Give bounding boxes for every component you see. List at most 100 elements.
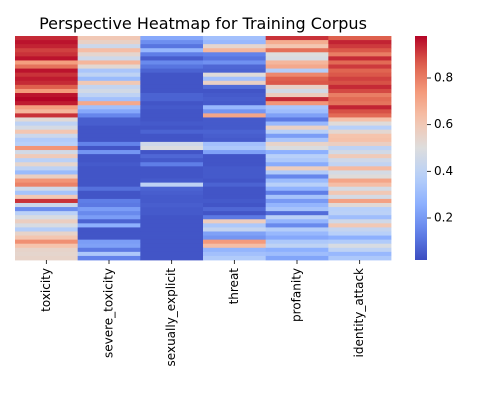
heatmap-cell bbox=[203, 150, 267, 155]
heatmap-cell bbox=[203, 255, 267, 261]
heatmap-cell bbox=[140, 145, 204, 151]
heatmap-cell bbox=[140, 170, 204, 175]
heatmap-cell bbox=[265, 182, 329, 188]
heatmap-cell bbox=[15, 109, 79, 114]
heatmap-cell bbox=[203, 125, 267, 131]
heatmap-cell bbox=[140, 40, 204, 45]
heatmap-cell bbox=[203, 137, 267, 143]
heatmap-cell bbox=[77, 219, 141, 224]
heatmap-cell bbox=[140, 166, 204, 171]
heatmap-cell bbox=[15, 239, 79, 245]
heatmap-cell bbox=[328, 56, 392, 61]
heatmap-cell bbox=[77, 162, 141, 167]
heatmap-cell bbox=[328, 52, 392, 57]
heatmap-cell bbox=[265, 36, 329, 41]
heatmap-cell bbox=[203, 182, 267, 188]
heatmap-cell bbox=[15, 190, 79, 196]
heatmap-cell bbox=[328, 202, 392, 208]
x-axis-ticks: toxicity severe_toxicity sexually_explicit… bbox=[39, 260, 366, 366]
heatmap-cell bbox=[328, 255, 392, 261]
heatmap-cell bbox=[140, 194, 204, 200]
heatmap-cell bbox=[265, 84, 329, 90]
heatmap-cell bbox=[265, 255, 329, 261]
heatmap-cell bbox=[328, 137, 392, 143]
heatmap-cell bbox=[328, 113, 392, 118]
heatmap-cell bbox=[77, 243, 141, 249]
heatmap-cell bbox=[140, 68, 204, 74]
heatmap-cell bbox=[140, 178, 204, 184]
heatmap-cell bbox=[77, 141, 141, 147]
heatmap-cell bbox=[265, 56, 329, 61]
heatmap-cell bbox=[265, 72, 329, 78]
heatmap-cell bbox=[15, 255, 79, 261]
heatmap-cell bbox=[77, 44, 141, 49]
heatmap-cell bbox=[328, 101, 392, 106]
x-tick-label: identity_attack bbox=[352, 268, 366, 358]
heatmap-cell bbox=[77, 84, 141, 90]
heatmap-cell bbox=[265, 109, 329, 114]
heatmap-cell bbox=[265, 150, 329, 155]
heatmap-cell bbox=[15, 182, 79, 188]
heatmap-cell bbox=[203, 190, 267, 196]
heatmap-cell bbox=[203, 202, 267, 208]
heatmap-cell bbox=[77, 137, 141, 143]
heatmap-cell bbox=[15, 247, 79, 253]
heatmap-cell bbox=[140, 84, 204, 90]
heatmap-cell bbox=[265, 215, 329, 220]
heatmap-cell bbox=[140, 235, 204, 241]
heatmap-cell bbox=[15, 129, 79, 135]
heatmap-cell bbox=[328, 68, 392, 74]
heatmap-cell bbox=[203, 186, 267, 192]
heatmap-cell bbox=[328, 150, 392, 155]
heatmap-cell bbox=[203, 235, 267, 241]
heatmap-cell bbox=[77, 174, 141, 179]
heatmap-cell bbox=[265, 219, 329, 224]
heatmap-cell bbox=[140, 207, 204, 212]
heatmap-cell bbox=[140, 154, 204, 159]
heatmap-cell bbox=[15, 101, 79, 106]
heatmap-cell bbox=[15, 202, 79, 208]
heatmap-cell bbox=[77, 255, 141, 261]
heatmap-cell bbox=[15, 198, 79, 204]
heatmap-cell bbox=[140, 202, 204, 208]
heatmap-cell bbox=[328, 64, 392, 69]
heatmap-cell bbox=[15, 84, 79, 90]
heatmap-cell bbox=[77, 211, 141, 216]
heatmap-cell bbox=[203, 141, 267, 147]
heatmap-cell bbox=[140, 72, 204, 78]
heatmap-cell bbox=[203, 72, 267, 78]
heatmap-cell bbox=[140, 133, 204, 139]
heatmap-cell bbox=[140, 190, 204, 196]
heatmap-cell bbox=[15, 235, 79, 241]
chart-title: Perspective Heatmap for Training Corpus bbox=[39, 14, 367, 33]
heatmap-cell bbox=[328, 207, 392, 212]
heatmap-cell bbox=[77, 129, 141, 135]
heatmap-cell bbox=[77, 76, 141, 82]
heatmap-cell bbox=[265, 235, 329, 241]
heatmap-cell bbox=[265, 178, 329, 184]
heatmap-cell bbox=[77, 190, 141, 196]
heatmap-cell bbox=[77, 227, 141, 232]
heatmap-cell bbox=[77, 64, 141, 69]
heatmap-cell bbox=[77, 170, 141, 175]
heatmap-cell bbox=[77, 158, 141, 163]
heatmap-cell bbox=[140, 137, 204, 143]
heatmap-cell bbox=[77, 80, 141, 86]
heatmap-cell bbox=[15, 211, 79, 216]
heatmap-cell bbox=[15, 207, 79, 212]
heatmap-cell bbox=[265, 113, 329, 118]
heatmap-cell bbox=[328, 231, 392, 236]
heatmap-cell bbox=[265, 64, 329, 69]
heatmap-cell bbox=[203, 40, 267, 45]
heatmap-cell bbox=[328, 190, 392, 196]
heatmap-cell bbox=[15, 145, 79, 151]
heatmap-cell bbox=[15, 40, 79, 45]
heatmap-cell bbox=[203, 223, 267, 228]
heatmap-cell bbox=[203, 97, 267, 102]
heatmap-cell bbox=[265, 48, 329, 53]
heatmap-cell bbox=[77, 154, 141, 159]
heatmap-cell bbox=[140, 219, 204, 224]
colorbar-tick-label: 0.8 bbox=[434, 71, 453, 85]
heatmap-cell bbox=[15, 133, 79, 139]
